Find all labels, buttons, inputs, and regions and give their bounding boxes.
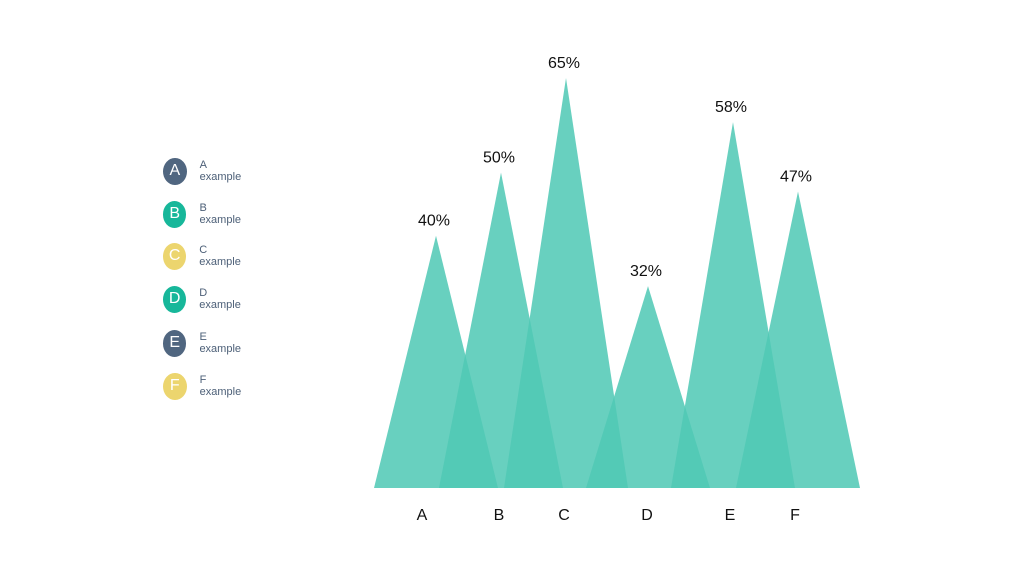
value-label: 32% bbox=[630, 263, 662, 280]
legend-item: B B example bbox=[163, 200, 245, 228]
legend-badge: E bbox=[163, 329, 187, 357]
legend-badge: C bbox=[163, 242, 187, 270]
legend-badge: A bbox=[163, 157, 187, 185]
legend-label: A example bbox=[199, 159, 242, 183]
category-label: D bbox=[641, 507, 653, 524]
legend-item: C C example bbox=[163, 242, 245, 270]
legend-label: F example bbox=[199, 374, 242, 398]
legend-item: E E example bbox=[163, 329, 245, 357]
legend-badge: B bbox=[163, 200, 187, 228]
category-label: F bbox=[790, 507, 800, 524]
value-label: 40% bbox=[418, 213, 450, 230]
legend-label: D example bbox=[199, 287, 241, 311]
legend-badge: F bbox=[163, 372, 187, 400]
category-label: C bbox=[558, 507, 570, 524]
category-label: A bbox=[417, 507, 428, 524]
legend-item: F F example bbox=[163, 372, 245, 400]
legend-label: C example bbox=[199, 244, 241, 268]
peak-d bbox=[586, 286, 710, 488]
legend-item: D D example bbox=[163, 285, 245, 313]
value-label: 58% bbox=[715, 99, 747, 116]
category-label: E bbox=[725, 507, 736, 524]
value-label: 65% bbox=[548, 55, 580, 72]
legend-item: A A example bbox=[163, 157, 245, 185]
category-label: B bbox=[494, 507, 505, 524]
value-label: 47% bbox=[780, 169, 812, 186]
legend-label: B example bbox=[199, 202, 242, 226]
peak-f bbox=[736, 191, 860, 489]
value-label: 50% bbox=[483, 150, 515, 167]
legend-label: E example bbox=[199, 331, 242, 355]
legend-badge: D bbox=[163, 285, 187, 313]
peak-c bbox=[504, 78, 628, 488]
